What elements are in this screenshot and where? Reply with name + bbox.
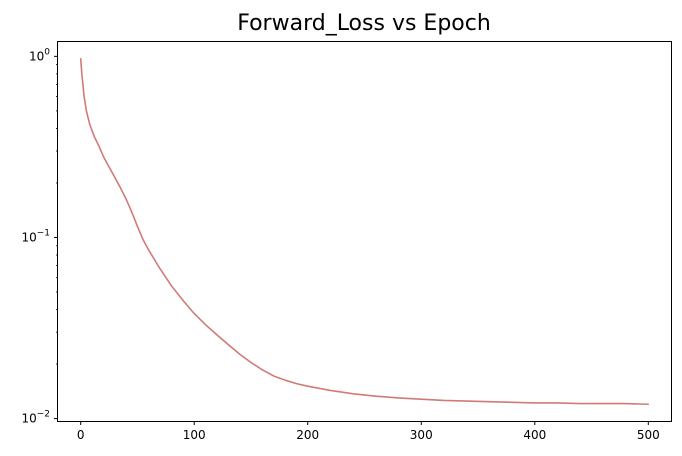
x-axis: 0 100 200 300 400 500: [77, 421, 660, 442]
y-tick-label: 100: [29, 47, 50, 63]
x-tick-label: 200: [296, 428, 319, 442]
y-tick-label: 10−2: [21, 410, 50, 426]
y-tick-label: 10−1: [21, 228, 50, 244]
y-tick-base: 10: [29, 49, 44, 63]
y-tick-base: 10: [21, 230, 36, 244]
x-tick-label: 500: [637, 428, 660, 442]
forward-loss-line: [79, 57, 650, 406]
y-minor-ticks: [56, 64, 58, 365]
y-tick-exponent: −1: [37, 228, 50, 238]
x-tick-label: 400: [523, 428, 546, 442]
plot-frame: [57, 41, 672, 422]
chart-title: Forward_Loss vs Epoch: [237, 11, 491, 36]
y-tick-exponent: −2: [37, 410, 50, 420]
y-tick-base: 10: [21, 412, 36, 426]
x-tick-label: 300: [410, 428, 433, 442]
x-tick-label: 100: [183, 428, 206, 442]
y-tick-exponent: 0: [44, 47, 50, 57]
x-tick-label: 0: [77, 428, 85, 442]
